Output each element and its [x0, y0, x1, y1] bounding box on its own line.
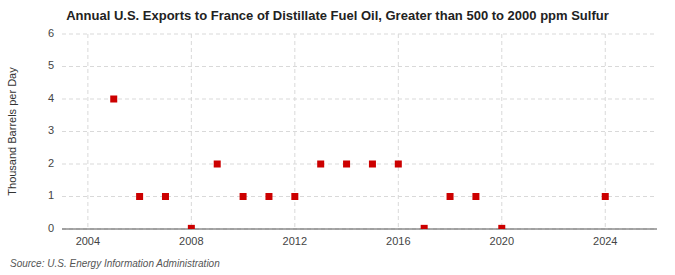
data-point: [214, 161, 221, 168]
y-tick-label: 4: [48, 92, 54, 104]
data-point: [472, 193, 479, 200]
x-tick-label: 2024: [593, 235, 617, 247]
x-axis-line: [62, 229, 657, 230]
chart-svg: 0 1 2 3 4 5 6 2004 2008 2012 2016 2020 2024 Annual U.…: [0, 0, 675, 275]
x-tick-label: 2016: [386, 235, 410, 247]
y-grid-line: [62, 99, 657, 100]
chart-title: Annual U.S. Exports to France of Distill…: [66, 8, 609, 23]
y-tick-label: 6: [48, 27, 54, 39]
y-tick-label: 2: [48, 157, 54, 169]
data-point: [265, 193, 272, 200]
data-point: [317, 161, 324, 168]
x-tick-label: 2012: [283, 235, 307, 247]
source-note: Source: U.S. Energy Information Administ…: [10, 258, 220, 269]
x-grid-line: [501, 34, 502, 229]
y-grid-line: [62, 34, 657, 35]
y-tick-label: 3: [48, 124, 54, 136]
x-tick-label: 2004: [76, 235, 100, 247]
data-point: [240, 193, 247, 200]
y-grid-line: [62, 66, 657, 67]
y-grid-line: [62, 196, 657, 197]
x-grid-line: [87, 34, 88, 229]
x-grid-line: [398, 34, 399, 229]
y-grid-line: [62, 131, 657, 132]
y-grid-line: [62, 229, 657, 230]
data-point: [343, 161, 350, 168]
data-point: [369, 161, 376, 168]
chart-container: 0 1 2 3 4 5 6 2004 2008 2012 2016 2020 2024 Annual U.…: [0, 0, 675, 275]
y-tick-label: 1: [48, 189, 54, 201]
x-grid-line: [191, 34, 192, 229]
data-point: [395, 161, 402, 168]
data-point: [447, 193, 454, 200]
data-point: [602, 193, 609, 200]
x-tick-label: 2020: [490, 235, 514, 247]
y-axis-label: Thousand Barrels per Day: [6, 67, 18, 196]
y-grid-line: [62, 164, 657, 165]
data-point: [136, 193, 143, 200]
data-point: [291, 193, 298, 200]
data-point: [110, 96, 117, 103]
data-point: [421, 225, 428, 229]
y-tick-label: 0: [48, 222, 54, 234]
grid: [62, 34, 657, 229]
data-point: [188, 225, 195, 229]
x-tick-label: 2008: [179, 235, 203, 247]
y-tick-label: 5: [48, 59, 54, 71]
data-point: [498, 225, 505, 229]
data-point: [162, 193, 169, 200]
points: [110, 96, 609, 230]
